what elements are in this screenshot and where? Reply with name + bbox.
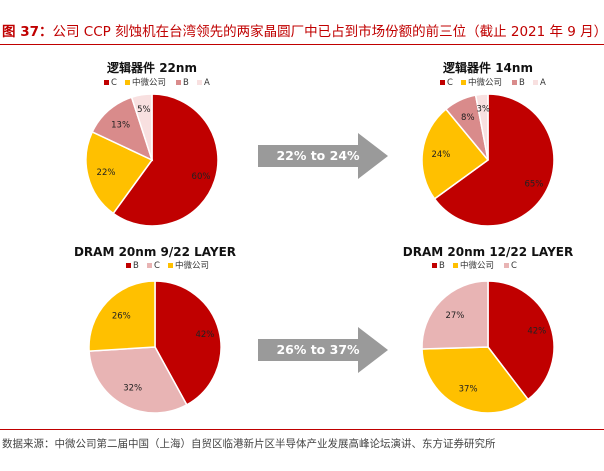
legend-label-0: C bbox=[447, 78, 453, 88]
legend-swatch-1 bbox=[147, 263, 152, 268]
arrow-shape bbox=[258, 327, 388, 373]
legend-label-3: A bbox=[540, 78, 546, 88]
legend-swatch-2 bbox=[168, 263, 173, 268]
pie-slice-1 bbox=[421, 108, 490, 200]
pie-slice-2 bbox=[421, 280, 489, 350]
pie-slices: 65% 24% 8%3% bbox=[421, 93, 555, 227]
figure-title-text: 公司 CCP 刻蚀机在台湾领先的两家晶圆厂中已占到市场份额的前三位（截止 202… bbox=[52, 24, 604, 40]
legend-label-1: C bbox=[154, 261, 160, 271]
legend-swatch-3 bbox=[533, 80, 538, 85]
slice-label-1: 22% bbox=[97, 168, 116, 178]
pie-chart-dram-12-22: DRAM 20nm 12/22 LAYER B 中微公司 C 42% 37% 27% bbox=[403, 245, 573, 414]
slice-label-2: 8% bbox=[461, 113, 475, 123]
slice-label-2: 13% bbox=[111, 120, 130, 130]
slice-label-0: 65% bbox=[524, 179, 543, 189]
pie-chart-logic-22nm: 逻辑器件 22nm C 中微公司 B A 60% 22% 13% 5% bbox=[85, 60, 219, 227]
slice-label-0: 60% bbox=[192, 172, 211, 182]
legend-label-1: 中微公司 bbox=[132, 77, 166, 88]
legend-swatch-0 bbox=[440, 80, 445, 85]
legend-swatch-0 bbox=[104, 80, 109, 85]
title-rule bbox=[0, 44, 604, 45]
pie-slice-0 bbox=[154, 280, 222, 406]
legend-label-2: 中微公司 bbox=[175, 260, 209, 271]
legend-label-0: C bbox=[111, 78, 117, 88]
slice-label-0: 42% bbox=[195, 330, 214, 340]
chart-legend: B 中微公司 C bbox=[432, 260, 517, 271]
legend-swatch-2 bbox=[512, 80, 517, 85]
legend-swatch-0 bbox=[432, 263, 437, 268]
pie-slices: 60% 22% 13% 5% bbox=[85, 93, 219, 227]
pie-slice-0 bbox=[487, 280, 555, 401]
pie-chart-dram-9-22: DRAM 20nm 9/22 LAYER B C 中微公司 42% 32% 26% bbox=[74, 245, 236, 414]
chart-title: DRAM 20nm 9/22 LAYER bbox=[74, 245, 236, 259]
pie-slices: 42% 37% 27% bbox=[421, 280, 555, 414]
figure-title: 图 37：公司 CCP 刻蚀机在台湾领先的两家晶圆厂中已占到市场份额的前三位（截… bbox=[2, 22, 604, 42]
arrow-label: 26% to 37% bbox=[276, 342, 360, 357]
pie-slice-0 bbox=[112, 93, 219, 227]
pie-slice-0 bbox=[433, 93, 555, 227]
legend-label-2: C bbox=[511, 261, 517, 271]
legend-swatch-1 bbox=[453, 263, 458, 268]
slice-label-2: 27% bbox=[445, 311, 464, 321]
slice-label-1: 32% bbox=[123, 384, 142, 394]
legend-label-1: 中微公司 bbox=[468, 77, 502, 88]
figure-title-prefix: 图 37： bbox=[2, 24, 53, 40]
slice-label-2: 26% bbox=[112, 311, 131, 321]
chart-title: 逻辑器件 14nm bbox=[443, 60, 533, 75]
chart-title: 逻辑器件 22nm bbox=[107, 60, 197, 75]
legend-label-0: B bbox=[133, 261, 139, 271]
arrow-label: 22% to 24% bbox=[276, 148, 360, 163]
legend-swatch-3 bbox=[197, 80, 202, 85]
chart-legend: C 中微公司 B A bbox=[440, 77, 546, 88]
figure-source: 数据来源：中微公司第二届中国（上海）自贸区临港新片区半导体产业发展高峰论坛演讲、… bbox=[2, 438, 496, 450]
legend-swatch-0 bbox=[126, 263, 131, 268]
slice-label-3: 5% bbox=[137, 105, 151, 115]
legend-swatch-1 bbox=[461, 80, 466, 85]
legend-label-3: A bbox=[204, 78, 210, 88]
chart-legend: C 中微公司 B A bbox=[104, 77, 210, 88]
arrow-dram: 26% to 37% bbox=[258, 327, 388, 373]
legend-label-2: B bbox=[519, 78, 525, 88]
chart-legend: B C 中微公司 bbox=[126, 260, 209, 271]
slice-label-0: 42% bbox=[527, 327, 546, 337]
legend-label-2: B bbox=[183, 78, 189, 88]
legend-label-0: B bbox=[439, 261, 445, 271]
legend-label-1: 中微公司 bbox=[460, 260, 494, 271]
source-rule bbox=[0, 429, 604, 430]
pie-slice-1 bbox=[421, 346, 530, 414]
arrow-shape bbox=[258, 133, 388, 179]
pie-slice-3 bbox=[130, 93, 153, 161]
pie-slice-1 bbox=[88, 346, 188, 414]
slice-label-1: 37% bbox=[459, 385, 478, 395]
pie-chart-logic-14nm: 逻辑器件 14nm C 中微公司 B A 65% 24% 8%3% bbox=[421, 60, 555, 227]
legend-swatch-1 bbox=[125, 80, 130, 85]
legend-swatch-2 bbox=[176, 80, 181, 85]
legend-swatch-2 bbox=[504, 263, 509, 268]
chart-title: DRAM 20nm 12/22 LAYER bbox=[403, 245, 573, 259]
slice-label-1: 24% bbox=[431, 150, 450, 160]
slice-label-3: 3% bbox=[476, 105, 490, 115]
pie-slice-3 bbox=[474, 93, 489, 161]
pie-slice-2 bbox=[88, 280, 156, 352]
pie-slices: 42% 32% 26% bbox=[88, 280, 222, 414]
arrow-logic: 22% to 24% bbox=[258, 133, 388, 179]
